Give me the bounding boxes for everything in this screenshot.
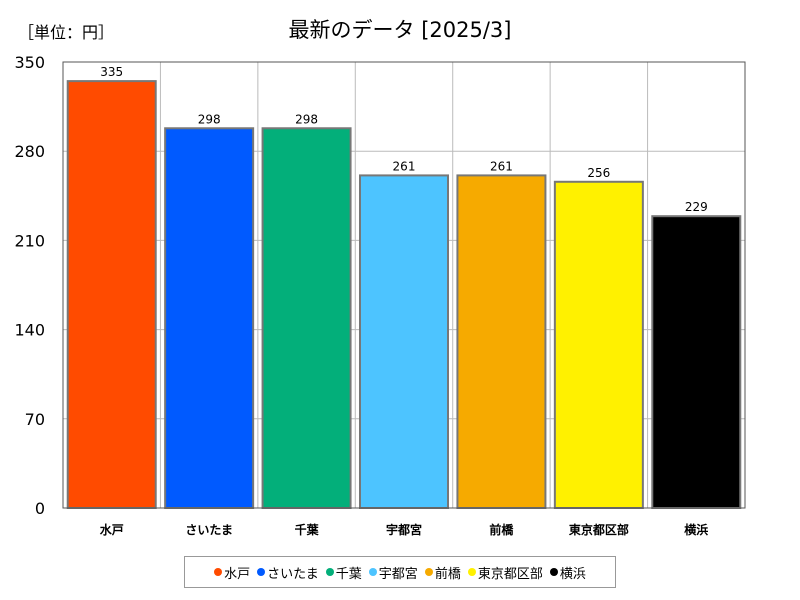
legend-marker [549,568,558,576]
y-tick-label: 0 [35,499,45,518]
bar [164,127,255,510]
legend-label: さいたま [267,566,319,582]
legend-marker [368,568,377,576]
legend-marker [424,568,433,576]
y-tick-label: 210 [14,231,45,250]
legend-label: 宇都宮 [378,566,418,582]
legend-item: 横浜 [549,563,586,582]
legend-label: 水戸 [224,566,251,582]
y-tick-label: 280 [14,142,45,161]
legend-label: 横浜 [559,566,586,582]
legend-marker [257,568,266,576]
bar [651,215,742,509]
x-tick-label: 宇都宮 [386,522,422,537]
legend-label: 東京都区部 [477,566,543,582]
x-tick-label: 前橋 [489,522,514,537]
legend-item: 東京都区部 [467,563,543,582]
bar [66,80,157,509]
legend-item: 宇都宮 [368,563,418,582]
data-label: 261 [490,159,513,173]
legend-label: 前橋 [434,566,461,582]
data-label: 261 [393,159,416,173]
data-label: 298 [295,112,318,126]
legend-item: 前橋 [424,563,461,582]
bar [261,127,352,510]
bar [359,174,449,509]
bar [553,180,644,509]
legend-label: 千葉 [335,566,362,582]
plot-border [62,61,746,509]
bar-chart: 335 298 298 261 261 256 229 0 70 140 210 280 350 水戸 さい… [14,53,746,537]
x-tick-label: 横浜 [684,522,708,537]
x-tick-label: 水戸 [100,522,124,537]
chart-title: 最新のデータ [2025/3] [288,18,512,42]
x-tick-label: 千葉 [295,522,320,537]
data-label: 298 [198,112,221,126]
legend-marker [325,568,334,576]
legend-item: さいたま [257,563,319,582]
data-label: 256 [587,166,610,180]
legend-item: 千葉 [325,563,362,582]
x-tick-label: さいたま [185,523,233,537]
data-label: 229 [685,200,708,214]
y-tick-label: 70 [25,410,45,429]
chart-legend: 水戸 さいたま 千葉 宇都宮 前橋 東京都区部 横浜 [184,556,616,588]
y-tick-label: 140 [14,321,45,340]
legend-item: 水戸 [214,563,250,582]
x-tick-label: 東京都区部 [569,522,629,537]
data-label: 335 [100,65,123,79]
legend-marker [467,568,476,576]
bar [456,174,547,509]
unit-label: ［単位：円］ [18,23,115,42]
y-tick-label: 350 [14,53,45,72]
legend-marker [214,568,223,576]
